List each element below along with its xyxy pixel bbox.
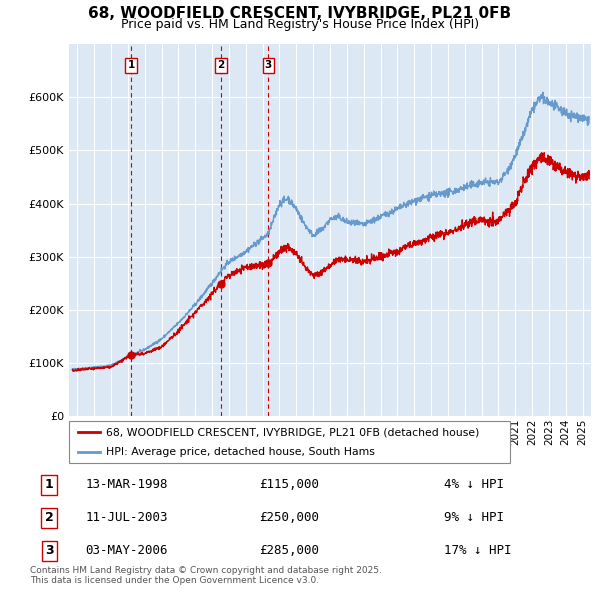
- Text: 2: 2: [217, 61, 224, 70]
- Text: £115,000: £115,000: [259, 478, 319, 491]
- Text: 03-MAY-2006: 03-MAY-2006: [85, 544, 168, 558]
- Text: £285,000: £285,000: [259, 544, 319, 558]
- Text: 4% ↓ HPI: 4% ↓ HPI: [444, 478, 504, 491]
- Text: 68, WOODFIELD CRESCENT, IVYBRIDGE, PL21 0FB: 68, WOODFIELD CRESCENT, IVYBRIDGE, PL21 …: [88, 6, 512, 21]
- Text: 2: 2: [45, 511, 53, 525]
- Text: £250,000: £250,000: [259, 511, 319, 525]
- Text: Contains HM Land Registry data © Crown copyright and database right 2025.
This d: Contains HM Land Registry data © Crown c…: [30, 566, 382, 585]
- Text: 1: 1: [128, 61, 135, 70]
- Text: 68, WOODFIELD CRESCENT, IVYBRIDGE, PL21 0FB (detached house): 68, WOODFIELD CRESCENT, IVYBRIDGE, PL21 …: [106, 427, 480, 437]
- Text: Price paid vs. HM Land Registry's House Price Index (HPI): Price paid vs. HM Land Registry's House …: [121, 18, 479, 31]
- FancyBboxPatch shape: [69, 421, 510, 463]
- Text: 11-JUL-2003: 11-JUL-2003: [85, 511, 168, 525]
- Text: 1: 1: [45, 478, 53, 491]
- Text: 9% ↓ HPI: 9% ↓ HPI: [444, 511, 504, 525]
- Text: 3: 3: [265, 61, 272, 70]
- Text: 17% ↓ HPI: 17% ↓ HPI: [444, 544, 511, 558]
- Text: 3: 3: [45, 544, 53, 558]
- Text: HPI: Average price, detached house, South Hams: HPI: Average price, detached house, Sout…: [106, 447, 376, 457]
- Text: 13-MAR-1998: 13-MAR-1998: [85, 478, 168, 491]
